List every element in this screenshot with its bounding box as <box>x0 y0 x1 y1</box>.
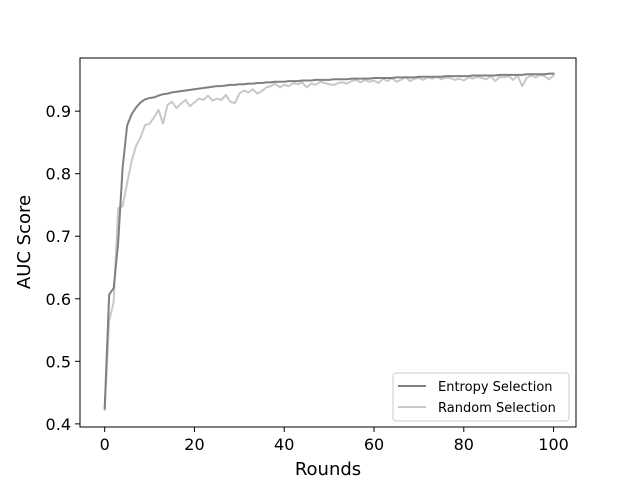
series-line-random-selection <box>103 73 555 412</box>
x-tick-label: 100 <box>538 435 569 454</box>
legend: Entropy Selection Random Selection <box>392 372 570 422</box>
y-tick-label: 0.5 <box>46 352 71 371</box>
y-tick-label: 0.4 <box>46 415 71 434</box>
x-tick-label: 80 <box>454 435 474 454</box>
legend-label-random-selection: Random Selection <box>438 401 556 416</box>
legend-label-entropy-selection: Entropy Selection <box>438 380 553 395</box>
x-tick-label: 0 <box>100 435 110 454</box>
x-axis: 0 20 40 60 80 100 <box>100 427 569 454</box>
series-line-entropy-selection <box>103 72 555 410</box>
y-tick-label: 0.6 <box>46 290 71 309</box>
x-tick-label: 60 <box>364 435 384 454</box>
x-tick-label: 40 <box>274 435 294 454</box>
plot-frame <box>79 57 577 428</box>
y-axis: 0.4 0.5 0.6 0.7 0.8 0.9 <box>46 102 80 434</box>
y-tick-label: 0.8 <box>46 165 71 184</box>
x-axis-label: Rounds <box>295 459 361 480</box>
legend-box <box>392 372 570 422</box>
y-tick-label: 0.7 <box>46 227 71 246</box>
y-tick-label: 0.9 <box>46 102 71 121</box>
y-axis-label: AUC Score <box>14 195 35 289</box>
series-layer <box>103 72 555 412</box>
x-tick-label: 20 <box>184 435 204 454</box>
